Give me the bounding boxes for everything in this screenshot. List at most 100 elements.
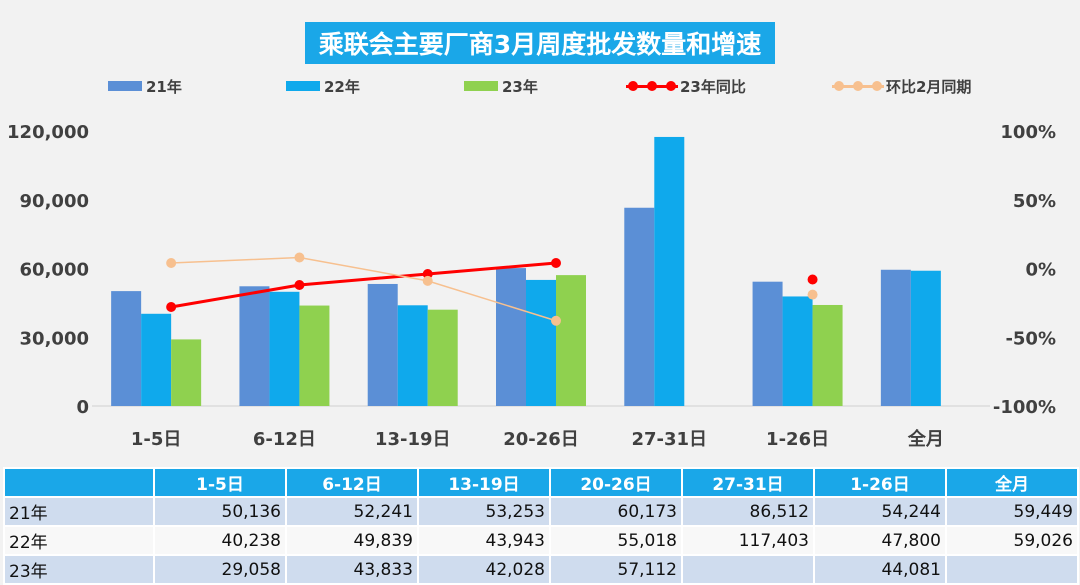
line-point [422,269,433,279]
series-line [171,256,557,322]
legend-line-mom [832,79,884,93]
bar [269,291,300,406]
bar [910,270,941,406]
table-cell [945,554,1079,585]
legend-line-yoy [626,79,678,93]
x-tick-label: 1-26日 [766,429,829,450]
table-cell: 42,028 [417,554,551,585]
bar [141,313,172,406]
table-header: 27-31日 [681,467,815,498]
table-row: 22年 40,238 49,839 43,943 55,018 117,403 … [3,525,1079,556]
bar [397,305,428,406]
bar [556,275,586,406]
bar [239,286,270,406]
y-right-tick-label: -100% [993,397,1056,418]
legend-label-22: 22年 [324,77,360,96]
legend-label-mom: 环比2月同期 [886,77,972,96]
legend-item-21: 21年 [108,76,182,96]
legend-swatch-23 [464,81,498,91]
table-cell [681,554,815,585]
line-point [422,275,433,286]
x-tick-label: 1-5日 [131,429,182,450]
table-cell: 47,800 [813,525,947,556]
table-header: 全月 [945,467,1079,498]
y-right-tick-label: 0% [1025,260,1056,281]
line-point [551,258,561,268]
table-cell: 60,173 [549,496,683,527]
table-row-label: 21年 [3,496,155,527]
line-point [166,258,177,268]
bar [496,268,526,406]
legend-label-21: 21年 [146,77,182,96]
legend-item-22: 22年 [286,76,360,96]
line-point [166,302,177,312]
table-header: 13-19日 [417,467,551,498]
table-row-label: 22年 [3,525,155,556]
table-cell: 43,833 [285,554,419,585]
table-cell: 40,238 [153,525,287,556]
line-point [807,274,818,285]
legend-swatch-21 [108,81,142,91]
chart: 0 30,000 60,000 90,000 120,000 -100% -50% 0% 50%… [7,122,1056,450]
y-left-tick-label: 0 [76,397,89,418]
table-cell: 55,018 [549,525,683,556]
data-table: 1-5日 6-12日 13-19日 20-26日 27-31日 1-26日 全月… [3,467,1079,585]
table-header-row: 1-5日 6-12日 13-19日 20-26日 27-31日 1-26日 全月 [3,467,1079,498]
legend-swatch-22 [286,81,320,91]
y-left-tick-label: 90,000 [20,191,89,212]
bar [782,296,813,406]
bar [111,291,142,406]
table-cell: 57,112 [549,554,683,585]
table-cell: 59,026 [945,525,1079,556]
bar [812,304,843,406]
legend-item-mom: 环比2月同期 [832,76,971,96]
table-cell: 49,839 [285,525,419,556]
table-cell: 117,403 [681,525,815,556]
x-tick-label: 13-19日 [375,429,451,450]
table-cell: 44,081 [813,554,947,585]
table-cell: 86,512 [681,496,815,527]
bar [171,339,202,406]
line-point [551,315,561,326]
y-left-tick-label: 30,000 [20,328,89,349]
legend-label-yoy: 23年同比 [680,77,746,96]
line-point [294,252,305,263]
table-header: 1-5日 [153,467,287,498]
legend-item-yoy: 23年同比 [626,76,746,96]
table-cell: 29,058 [153,554,287,585]
table-row: 23年 29,058 43,833 42,028 57,112 44,081 [3,554,1079,585]
y-right-tick-label: 100% [1000,122,1056,143]
table-cell: 52,241 [285,496,419,527]
table-header-corner [3,467,155,498]
x-tick-label: 全月 [907,428,944,450]
table-cell: 53,253 [417,496,551,527]
table-row-label: 23年 [3,554,155,585]
table-header: 6-12日 [285,467,419,498]
y-left-tick-label: 120,000 [7,122,89,143]
bar [367,283,398,406]
legend-item-23: 23年 [464,76,538,96]
line-point [807,289,818,300]
y-left-tick-label: 60,000 [20,260,89,281]
table-header: 1-26日 [813,467,947,498]
bar [880,269,911,406]
bar [654,136,685,406]
y-right-tick-label: 50% [1013,191,1056,212]
x-tick-label: 20-26日 [503,429,579,450]
bar [752,281,783,406]
legend-label-23: 23年 [502,77,538,96]
bar [526,279,556,406]
table-header: 20-26日 [549,467,683,498]
x-tick-label: 27-31日 [631,429,707,450]
table-cell: 43,943 [417,525,551,556]
bar [299,305,330,406]
table-cell: 59,449 [945,496,1079,527]
x-tick-label: 6-12日 [253,429,316,450]
bar [427,309,458,406]
y-right-tick-label: -50% [1005,328,1056,349]
line-point [294,280,305,290]
chart-title: 乘联会主要厂商3月周度批发数量和增速 [305,22,775,64]
table-cell: 50,136 [153,496,287,527]
series-line [170,261,557,309]
table-cell: 54,244 [813,496,947,527]
